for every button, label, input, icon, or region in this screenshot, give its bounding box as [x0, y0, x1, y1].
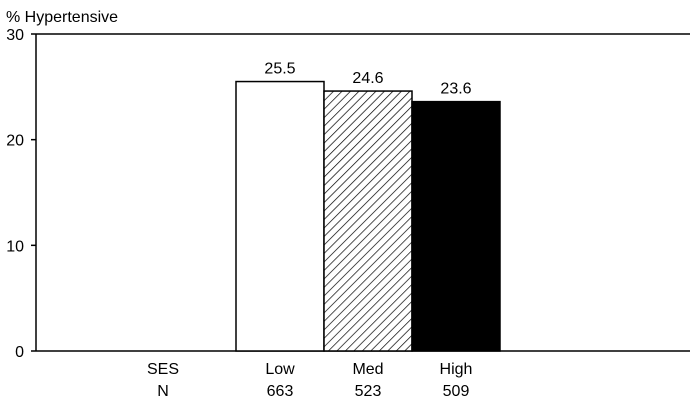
category-label-high: High: [440, 361, 473, 378]
count-label-high: 509: [443, 383, 470, 400]
y-axis-label: % Hypertensive: [6, 9, 118, 26]
y-tick-label-30: 30: [6, 27, 24, 44]
ses-row-label: SES: [147, 361, 179, 378]
count-label-med: 523: [355, 383, 382, 400]
x-labels: SES N Low 663 Med 523 High 509: [147, 361, 472, 400]
n-row-label: N: [157, 383, 169, 400]
y-tick-label-0: 0: [15, 344, 24, 361]
bar-high: [411, 100, 501, 352]
bar-low: [235, 80, 325, 352]
value-label-med: 24.6: [352, 70, 383, 87]
y-ticks: 0 10 20 30: [6, 27, 36, 361]
bars: 25.5 24.6 23.6: [235, 61, 501, 352]
bar-med: [323, 90, 413, 352]
value-label-low: 25.5: [264, 61, 295, 78]
category-label-med: Med: [352, 361, 383, 378]
y-tick-label-20: 20: [6, 133, 24, 150]
value-label-high: 23.6: [440, 81, 471, 98]
y-tick-label-10: 10: [6, 238, 24, 255]
count-label-low: 663: [267, 383, 294, 400]
category-label-low: Low: [265, 361, 295, 378]
